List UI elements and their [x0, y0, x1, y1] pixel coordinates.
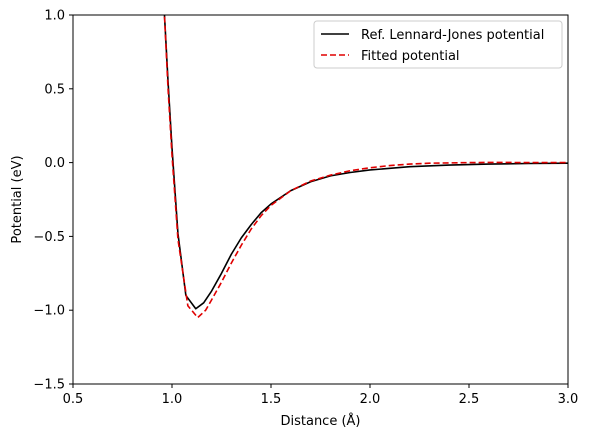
plot-area: [163, 15, 568, 319]
x-axis-label: Distance (Å): [280, 413, 360, 429]
x-tick-label: 1.0: [162, 392, 183, 407]
y-tick-label: −0.5: [33, 230, 65, 245]
y-axis: −1.5 −1.0 −0.5 0.0 0.5 1.0: [33, 9, 73, 393]
y-tick-label: −1.0: [33, 304, 65, 319]
axes-frame: [72, 14, 569, 385]
x-tick-label: 2.0: [360, 392, 381, 407]
x-tick-label: 1.5: [261, 392, 282, 407]
x-tick-label: 0.5: [63, 392, 84, 407]
x-tick-label: 3.0: [558, 392, 579, 407]
y-axis-label: Potential (eV): [10, 155, 25, 243]
legend-box: [313, 20, 563, 69]
series-line-ref: [163, 15, 568, 310]
x-axis: 0.5 1.0 1.5 2.0 2.5 3.0: [63, 384, 579, 407]
series-line-fitted: [163, 15, 568, 319]
x-tick-label: 2.5: [459, 392, 480, 407]
y-tick-label: 0.0: [44, 156, 65, 171]
legend-entry-fitted: Fitted potential: [361, 49, 460, 64]
y-tick-label: 1.0: [44, 9, 65, 24]
legend-entry-ref: Ref. Lennard-Jones potential: [361, 28, 544, 43]
legend: Ref. Lennard-Jones potential Fitted pote…: [313, 20, 563, 69]
y-tick-label: −1.5: [33, 378, 65, 393]
y-tick-label: 0.5: [44, 82, 65, 97]
